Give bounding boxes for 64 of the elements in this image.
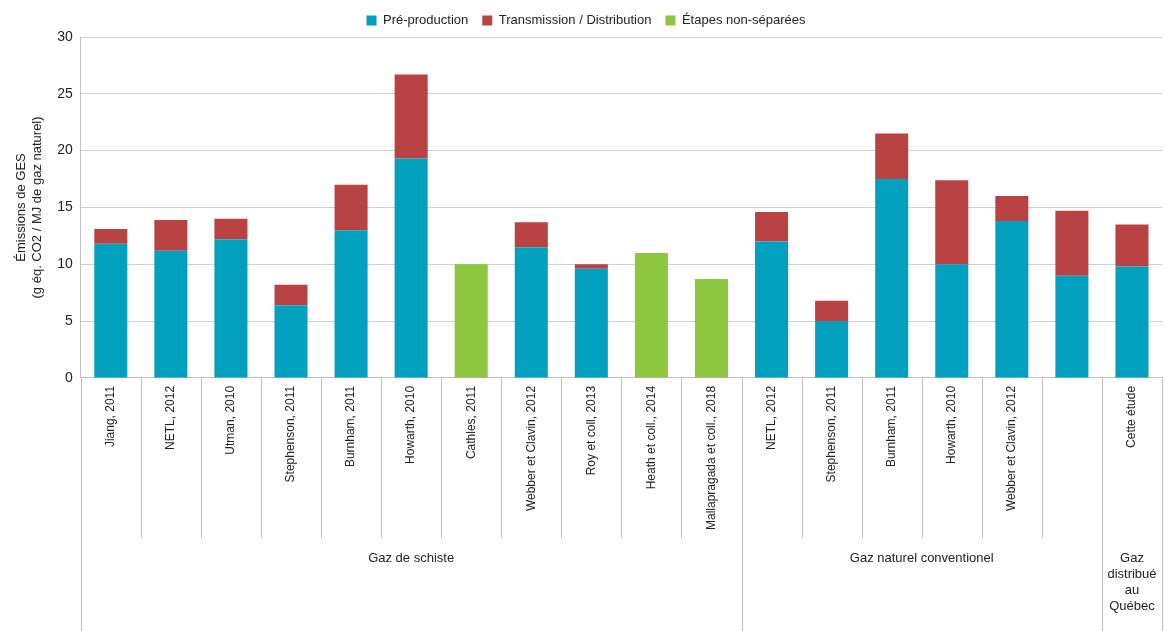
bar [274,284,308,306]
bar [1115,266,1149,378]
x-tick-label: Stephenson, 2011 [823,385,838,483]
bar [815,321,849,378]
bar [514,247,548,378]
x-tick-label: Stephenson, 2011 [283,385,298,483]
bar [1115,224,1149,267]
bar [875,133,909,180]
bar [1055,210,1089,276]
bar [815,300,849,322]
bar [94,229,128,244]
bar [94,243,128,378]
bar [514,222,548,248]
bar [454,264,488,378]
y-tick-label: 5 [64,311,73,328]
bar [995,221,1029,378]
legend-label: Pré-production [382,12,469,28]
y-axis-title: Émissions de GES (g éq. CO2 / MJ de gaz naturel) [13,116,44,299]
y-tick-label: 30 [57,27,73,44]
y-tick-label: 25 [57,84,73,101]
bar [394,74,428,159]
bar [214,239,248,378]
bar [995,196,1029,222]
x-tick-label: Howarth, 2010 [403,385,418,464]
text: Gaz de schiste [368,550,455,566]
bar [755,212,789,242]
bar [214,218,248,240]
x-tick-label: Jiang, 2011 [103,385,118,448]
bar [1055,275,1089,378]
bar [694,279,729,378]
x-tick-label: Cette étude [1124,385,1139,448]
x-tick-label: Webber et Clavin, 2012 [523,385,538,512]
legend-label: Étapes non-séparées [681,12,807,28]
x-tick-label: Webber et Clavin, 2012 [1004,385,1019,512]
x-tick-label: Roy et coll, 2013 [583,385,598,476]
x-tick-label: Burnham, 2011 [343,385,358,468]
text: Gaz distribué au Québec [1107,550,1157,614]
bar [634,252,668,378]
x-tick-label: NETL, 2012 [763,385,778,450]
bar [334,184,368,231]
bar [574,264,608,269]
bar [394,158,428,378]
x-tick-label: Howarth, 2010 [944,385,959,464]
bar [574,268,608,378]
y-tick-label: 15 [57,198,73,215]
x-tick-label: Utman, 2010 [223,385,238,455]
x-tick-label: NETL, 2012 [163,385,178,450]
y-tick-label: 10 [57,255,73,272]
bar [154,250,188,378]
y-tick-label: 0 [64,368,73,385]
bar [755,241,789,378]
x-tick-label: Heath et coll., 2014 [643,385,658,490]
bar [274,305,308,378]
bar [334,230,368,378]
bar [935,180,969,265]
bar [935,264,969,378]
x-tick-label: Cathles, 2011 [463,385,478,460]
x-tick-label: Mallapragada et coll., 2018 [703,385,718,530]
x-tick-label: Burnham, 2011 [884,385,899,468]
bar [875,179,909,378]
legend-label: Transmission / Distribution [498,12,652,28]
y-tick-label: 20 [57,141,73,158]
text: Gaz naturel conventionel [849,550,994,566]
bar [154,219,188,251]
